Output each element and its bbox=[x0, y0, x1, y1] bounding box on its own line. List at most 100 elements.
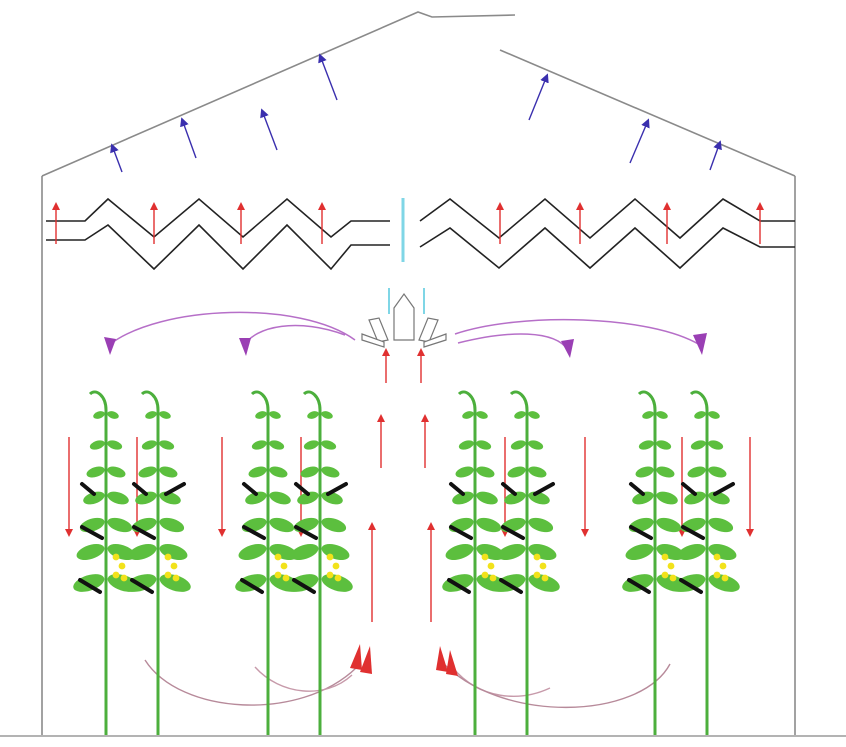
leaf bbox=[251, 440, 267, 450]
flower bbox=[326, 553, 334, 561]
plant bbox=[125, 390, 191, 735]
circulation-arrowheads bbox=[104, 333, 707, 358]
dark-leaf bbox=[294, 482, 310, 496]
dark-leaf bbox=[447, 578, 471, 594]
leaf bbox=[321, 466, 340, 478]
leaf bbox=[159, 543, 188, 561]
flower bbox=[713, 571, 721, 579]
leaf bbox=[93, 411, 105, 419]
dark-leaf bbox=[679, 578, 703, 594]
leaf bbox=[642, 411, 654, 419]
purple-arrowhead bbox=[239, 338, 251, 356]
leaf bbox=[528, 543, 557, 561]
flower bbox=[481, 553, 489, 561]
dark-leaf bbox=[681, 482, 697, 496]
leaf bbox=[107, 517, 133, 533]
flower bbox=[541, 574, 549, 582]
flower bbox=[112, 571, 120, 579]
plant bbox=[442, 390, 508, 735]
dark-leaf bbox=[80, 482, 96, 496]
plant bbox=[287, 390, 353, 735]
leaf bbox=[656, 411, 668, 419]
vent-arrow bbox=[709, 140, 722, 171]
plant-stem bbox=[302, 390, 322, 735]
dark-leaf bbox=[499, 578, 523, 594]
dark-leaf bbox=[80, 525, 104, 540]
flower bbox=[721, 574, 729, 582]
leaf bbox=[632, 491, 654, 505]
circulation-flows bbox=[108, 311, 701, 351]
leaf bbox=[83, 491, 105, 505]
vent-arrow bbox=[110, 143, 123, 173]
leaf bbox=[300, 466, 319, 478]
leaf bbox=[476, 517, 502, 533]
dark-leaf bbox=[132, 525, 156, 540]
leaf bbox=[321, 574, 353, 592]
leaf bbox=[462, 411, 474, 419]
dark-leaf bbox=[501, 525, 525, 540]
leaf bbox=[497, 543, 526, 561]
central-updraft bbox=[368, 348, 435, 622]
leaf bbox=[708, 543, 737, 561]
flower bbox=[274, 553, 282, 561]
flower bbox=[481, 571, 489, 579]
dark-leaf bbox=[242, 525, 266, 540]
leaf bbox=[708, 574, 740, 592]
flower bbox=[120, 574, 128, 582]
leaf bbox=[321, 543, 350, 561]
leaf bbox=[89, 440, 105, 450]
leaf bbox=[141, 440, 157, 450]
flower bbox=[669, 574, 677, 582]
flower bbox=[661, 571, 669, 579]
leaf bbox=[245, 491, 267, 505]
roof-vent-arrows bbox=[110, 53, 722, 173]
dark-leaf bbox=[629, 482, 645, 496]
leaf bbox=[528, 466, 547, 478]
leaf bbox=[269, 491, 291, 505]
leaf bbox=[708, 440, 724, 450]
leaf bbox=[159, 411, 171, 419]
leaf bbox=[255, 411, 267, 419]
thermal-screen-right bbox=[419, 197, 795, 270]
dark-leaf bbox=[242, 482, 258, 496]
greenhouse-frame bbox=[0, 11, 846, 737]
vent-arrow bbox=[260, 108, 278, 151]
flower bbox=[282, 574, 290, 582]
leaf bbox=[107, 466, 126, 478]
leaf bbox=[107, 411, 119, 419]
leaf bbox=[514, 411, 526, 419]
flower bbox=[334, 574, 342, 582]
leaf bbox=[476, 411, 488, 419]
dark-leaf bbox=[713, 482, 735, 496]
leaf bbox=[528, 517, 554, 533]
plant bbox=[622, 390, 688, 735]
flower bbox=[661, 553, 669, 561]
leaf bbox=[690, 440, 706, 450]
leaf bbox=[445, 543, 474, 561]
leaf bbox=[128, 543, 157, 561]
plant bbox=[73, 390, 139, 735]
vent-arrow bbox=[528, 73, 549, 121]
leaf bbox=[625, 543, 654, 561]
dark-leaf bbox=[627, 578, 651, 594]
circulation-path bbox=[108, 311, 356, 346]
leaf bbox=[458, 440, 474, 450]
leaf bbox=[238, 543, 267, 561]
leaf bbox=[687, 466, 706, 478]
thermal-screen-left bbox=[46, 197, 390, 271]
flower bbox=[164, 571, 172, 579]
flower bbox=[118, 562, 126, 570]
dark-leaf bbox=[164, 482, 186, 496]
leaf bbox=[638, 440, 654, 450]
leaf bbox=[677, 543, 706, 561]
dark-leaf bbox=[449, 482, 465, 496]
leaf bbox=[656, 440, 672, 450]
return-arrowheads bbox=[350, 644, 458, 676]
flower bbox=[170, 562, 178, 570]
plant-stem bbox=[250, 390, 270, 735]
plant-stem bbox=[88, 390, 108, 735]
leaf bbox=[656, 466, 675, 478]
leaf bbox=[708, 411, 720, 419]
dark-leaf bbox=[533, 482, 555, 496]
plant-stem bbox=[457, 390, 477, 735]
